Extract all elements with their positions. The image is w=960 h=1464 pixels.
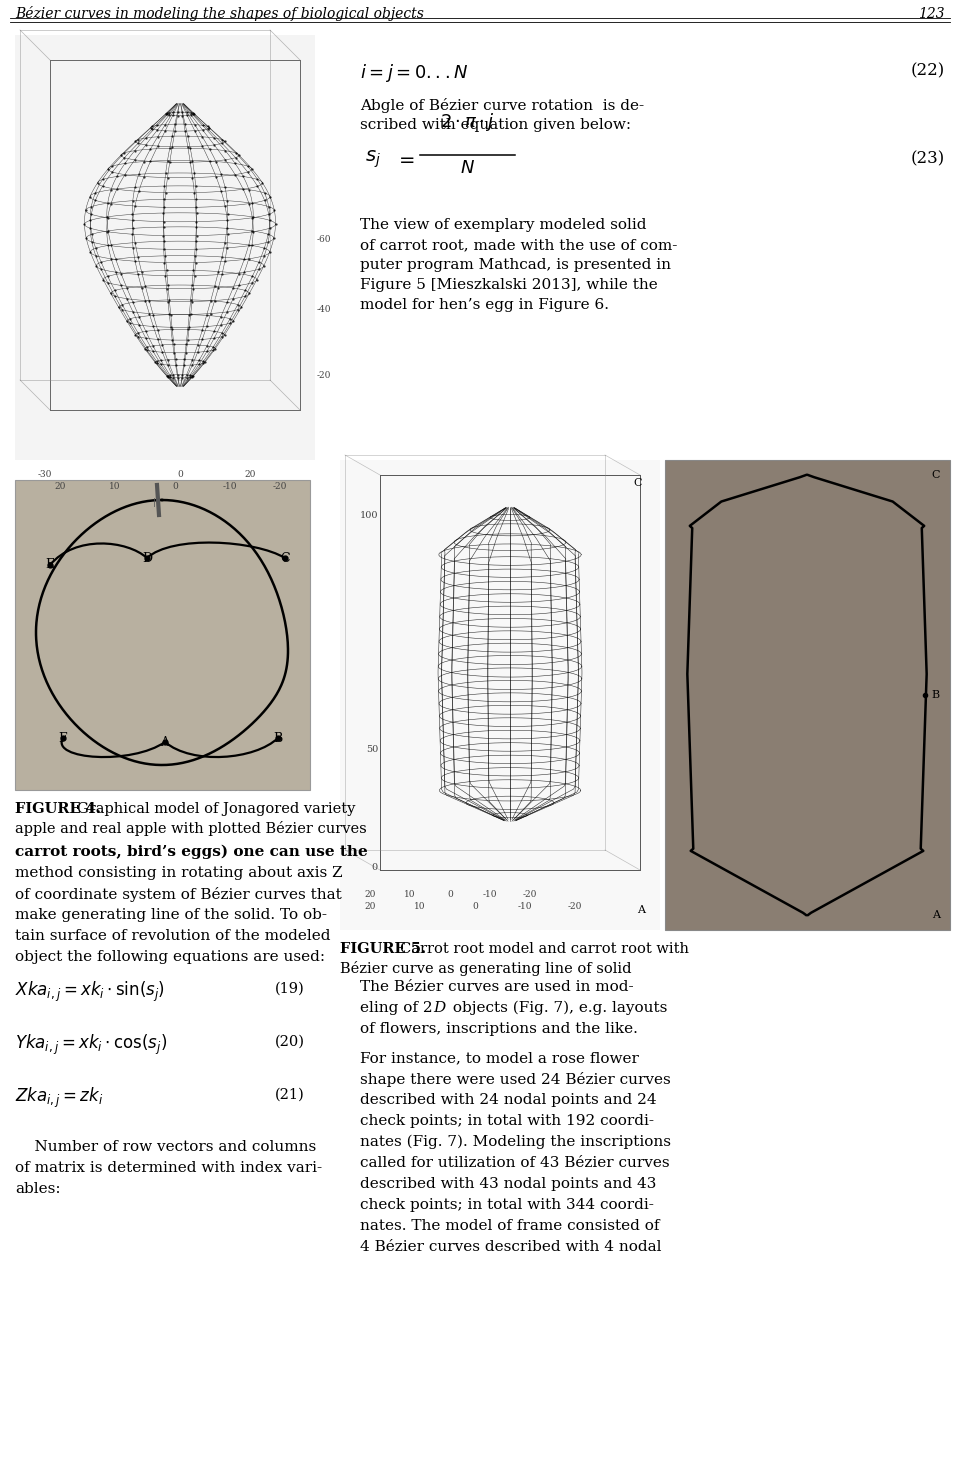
Text: (19): (19) [276,982,305,996]
Text: C: C [634,479,642,488]
Text: apple and real apple with plotted Bézier curves: apple and real apple with plotted Bézier… [15,821,367,836]
Text: 0: 0 [372,864,378,873]
Text: 20: 20 [364,890,375,899]
Text: $i = j = 0... N$: $i = j = 0... N$ [360,61,468,83]
Text: Graphical model of Jonagored variety: Graphical model of Jonagored variety [77,802,355,815]
Text: |: | [153,498,156,507]
Text: objects (Fig. 7), e.g. layouts: objects (Fig. 7), e.g. layouts [448,1001,667,1016]
Text: (23): (23) [911,151,945,167]
Text: C: C [280,552,290,565]
Bar [15,480,310,791]
Bar [15,35,315,460]
Text: Bézier curve as generating line of solid: Bézier curve as generating line of solid [340,960,632,976]
Text: -20: -20 [567,902,582,911]
Text: -20: -20 [523,890,538,899]
Text: of matrix is determined with index vari-: of matrix is determined with index vari- [15,1161,323,1176]
Text: -10: -10 [483,890,497,899]
Text: A: A [160,735,170,748]
Text: -60: -60 [317,236,331,244]
Text: 0: 0 [447,890,453,899]
Text: -10: -10 [223,482,237,490]
Text: of carrot root, made with the use of com-: of carrot root, made with the use of com… [360,239,678,252]
Text: described with 24 nodal points and 24: described with 24 nodal points and 24 [360,1094,657,1107]
Text: -40: -40 [317,306,331,315]
Text: 20: 20 [244,470,255,479]
Text: described with 43 nodal points and 43: described with 43 nodal points and 43 [360,1177,657,1192]
Text: E: E [45,558,55,571]
Text: B: B [932,690,940,700]
Text: ables:: ables: [15,1181,60,1196]
Text: The Bézier curves are used in mod-: The Bézier curves are used in mod- [360,979,634,994]
Text: make generating line of the solid. To ob-: make generating line of the solid. To ob… [15,908,327,922]
Text: Number of row vectors and columns: Number of row vectors and columns [15,1140,316,1154]
Text: -10: -10 [517,902,532,911]
Text: $Xka_{i,j} = xk_i \cdot \sin(s_j)$: $Xka_{i,j} = xk_i \cdot \sin(s_j)$ [15,979,165,1004]
Text: shape there were used 24 Bézier curves: shape there were used 24 Bézier curves [360,1072,671,1086]
Text: FIGURE 4.: FIGURE 4. [15,802,101,815]
Text: $s_j$: $s_j$ [365,148,381,170]
Bar [340,460,660,930]
Text: carrot roots, bird’s eggs) one can use the: carrot roots, bird’s eggs) one can use t… [15,845,368,859]
Text: check points; in total with 344 coordi-: check points; in total with 344 coordi- [360,1198,654,1212]
Bar [665,460,950,930]
Text: $N$: $N$ [460,160,475,177]
Text: model for hen’s egg in Figure 6.: model for hen’s egg in Figure 6. [360,299,609,312]
Text: 20: 20 [55,482,65,490]
Text: A: A [637,905,645,915]
Text: (20): (20) [275,1035,305,1050]
Text: of coordinate system of Bézier curves that: of coordinate system of Bézier curves th… [15,887,342,902]
Text: $2 \cdot \pi \cdot j$: $2 \cdot \pi \cdot j$ [440,111,494,133]
Text: C: C [931,470,940,480]
Text: D: D [142,552,152,565]
Text: -20: -20 [273,482,287,490]
Text: check points; in total with 192 coordi-: check points; in total with 192 coordi- [360,1114,654,1127]
Text: (21): (21) [276,1088,305,1102]
Text: 100: 100 [359,511,378,520]
Text: (22): (22) [911,61,945,79]
Text: Bézier curves in modeling the shapes of biological objects: Bézier curves in modeling the shapes of … [15,6,424,20]
Text: 4 Bézier curves described with 4 nodal: 4 Bézier curves described with 4 nodal [360,1240,661,1255]
Text: tain surface of revolution of the modeled: tain surface of revolution of the modele… [15,930,330,943]
Text: nates. The model of frame consisted of: nates. The model of frame consisted of [360,1220,660,1233]
Text: 10: 10 [109,482,121,490]
Text: -20: -20 [317,370,331,379]
Text: B: B [274,732,282,745]
Text: For instance, to model a rose flower: For instance, to model a rose flower [360,1051,638,1064]
Text: 0: 0 [472,902,478,911]
Text: 10: 10 [404,890,416,899]
Text: $=$: $=$ [395,149,415,168]
Text: $Zka_{i,j} = zk_i$: $Zka_{i,j} = zk_i$ [15,1086,104,1110]
Text: called for utilization of 43 Bézier curves: called for utilization of 43 Bézier curv… [360,1157,670,1170]
Text: 0: 0 [178,470,182,479]
Text: 20: 20 [364,902,375,911]
Text: nates (Fig. 7). Modeling the inscriptions: nates (Fig. 7). Modeling the inscription… [360,1135,671,1149]
Text: Abgle of Bézier curve rotation  is de-: Abgle of Bézier curve rotation is de- [360,98,644,113]
Text: D: D [433,1001,445,1015]
Text: eling of 2: eling of 2 [360,1001,433,1015]
Text: FIGURE 5.: FIGURE 5. [340,941,426,956]
Text: scribed with equation given below:: scribed with equation given below: [360,119,631,132]
Text: method consisting in rotating about axis Z: method consisting in rotating about axis… [15,867,343,880]
Text: Figure 5 [Mieszkalski 2013], while the: Figure 5 [Mieszkalski 2013], while the [360,278,658,291]
Text: A: A [932,911,940,919]
Text: -30: -30 [37,470,52,479]
Text: 123: 123 [919,7,945,20]
Text: $Yka_{i,j} = xk_i \cdot \cos(s_j)$: $Yka_{i,j} = xk_i \cdot \cos(s_j)$ [15,1034,167,1057]
Text: F: F [59,732,67,745]
Text: of flowers, inscriptions and the like.: of flowers, inscriptions and the like. [360,1022,637,1037]
Text: Carrot root model and carrot root with: Carrot root model and carrot root with [400,941,689,956]
Text: The view of exemplary modeled solid: The view of exemplary modeled solid [360,218,646,231]
Text: object the following equations are used:: object the following equations are used: [15,950,325,963]
Text: 0: 0 [172,482,178,490]
Text: puter program Mathcad, is presented in: puter program Mathcad, is presented in [360,258,671,272]
Text: 10: 10 [415,902,425,911]
Text: 50: 50 [366,745,378,754]
